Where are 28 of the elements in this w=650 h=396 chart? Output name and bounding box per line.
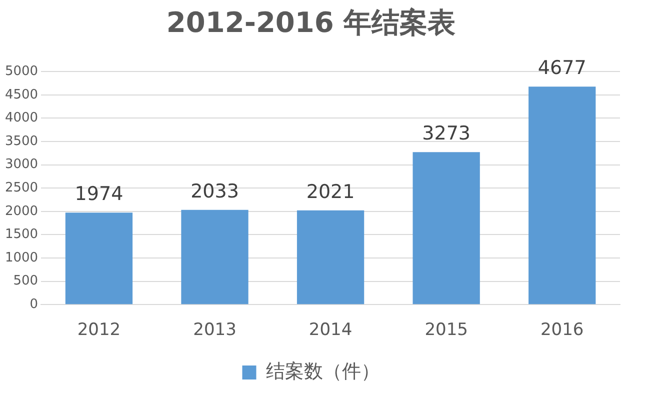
x-tick-label: 2016 [540, 320, 584, 340]
y-tick-label: 3000 [4, 157, 38, 172]
y-tick-label: 2500 [4, 180, 38, 196]
data-label: 2033 [190, 180, 239, 202]
y-tick-label: 5000 [4, 64, 38, 79]
bar [528, 86, 596, 304]
x-tick-label: 2014 [308, 320, 352, 340]
chart-title: 2012-2016 年结案表 [166, 6, 456, 40]
y-tick-label: 3500 [4, 134, 38, 149]
y-tick-label: 4500 [4, 87, 38, 102]
data-label: 1974 [74, 183, 124, 206]
y-tick-label: 500 [13, 274, 38, 289]
bar [412, 152, 480, 304]
y-tick-label: 1000 [4, 250, 38, 266]
data-label: 4677 [538, 57, 586, 80]
x-tick-label: 2015 [424, 320, 468, 340]
y-tick-label: 0 [30, 296, 38, 312]
bar [181, 210, 248, 304]
y-tick-label: 1500 [4, 227, 38, 242]
legend-label: 结案数（件） [266, 360, 380, 382]
y-tick-label: 4000 [4, 110, 38, 126]
x-tick-label: 2013 [193, 320, 236, 340]
data-label: 3273 [422, 122, 471, 145]
x-tick-label: 2012 [77, 320, 121, 340]
bar [296, 210, 364, 304]
y-tick-label: 2000 [4, 204, 38, 219]
data-label: 2021 [306, 180, 355, 203]
bar [65, 212, 133, 304]
